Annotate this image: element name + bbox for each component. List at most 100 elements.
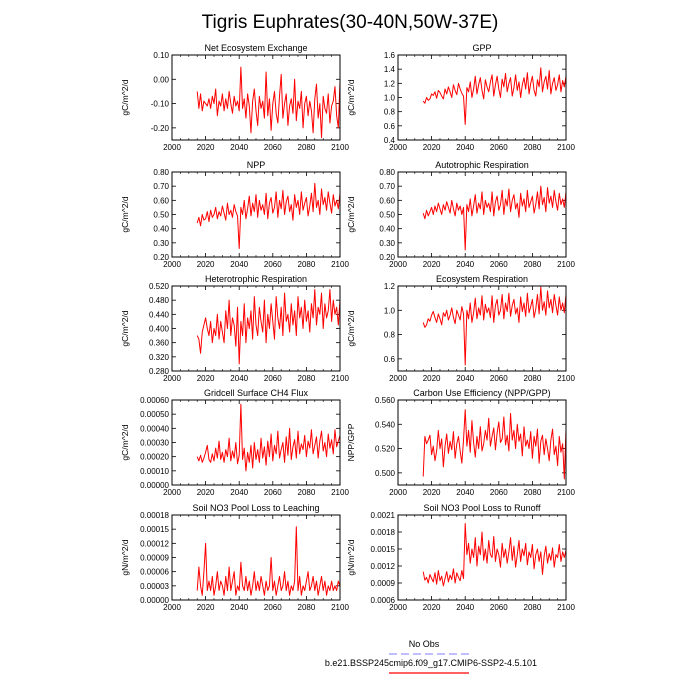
y-tick-label: 0.70: [153, 182, 169, 191]
figure-title: Tigris Euphrates(30-40N,50W-37E): [202, 12, 499, 33]
panel-title: Soil NO3 Pool Loss to Runoff: [424, 503, 541, 513]
panel-title: Autotrophic Respiration: [435, 160, 529, 170]
series-line: [196, 66, 341, 139]
x-tick-label: 2080: [524, 374, 542, 383]
x-tick-label: 2040: [456, 143, 474, 152]
y-tick-label: 0.400: [149, 325, 170, 334]
x-tick-label: 2000: [389, 143, 407, 152]
series-line: [422, 409, 567, 480]
panel-title: Gridcell Surface CH4 Flux: [204, 388, 309, 398]
y-tick-label: 0.00040: [140, 424, 169, 433]
panel-1: GPP gC/m^2/d 2000 2020 2040 2060 2080 2100 0.4 0.…: [346, 43, 575, 152]
y-tick-label: 0.520: [375, 445, 396, 454]
panel-title: Soil NO3 Pool Loss to Leaching: [192, 503, 319, 513]
y-tick-label: 0.00003: [140, 582, 169, 591]
x-tick-label: 2020: [197, 488, 215, 497]
series-line: [422, 185, 567, 251]
panel-title: Net Ecosystem Exchange: [204, 43, 307, 53]
y-axis-label: gC/m^2/d: [346, 196, 356, 232]
y-tick-label: 1.2: [384, 79, 396, 88]
y-tick-label: 0.540: [375, 420, 396, 429]
y-axis-label: gC/m^2/d: [120, 424, 130, 460]
y-tick-label: 1.0: [384, 306, 396, 315]
panel-title: Carbon Use Efficiency (NPP/GPP): [413, 388, 550, 398]
x-tick-label: 2060: [264, 603, 282, 612]
x-tick-label: 2080: [298, 374, 316, 383]
x-tick-label: 2020: [423, 260, 441, 269]
plot-frame: [171, 171, 341, 258]
x-tick-label: 2060: [490, 143, 508, 152]
y-tick-label: 0.0006: [371, 596, 396, 605]
panel-5: Ecosystem Respiration gC/m^2/d 2000 2020 204…: [346, 274, 575, 383]
x-tick-label: 2060: [264, 260, 282, 269]
x-tick-label: 2000: [389, 374, 407, 383]
y-tick-label: -0.20: [151, 124, 170, 133]
y-tick-label: 0.440: [149, 310, 170, 319]
y-tick-label: 0.80: [379, 168, 395, 177]
x-tick-label: 2000: [163, 603, 181, 612]
x-tick-label: 2080: [524, 603, 542, 612]
x-tick-label: 2060: [264, 374, 282, 383]
x-tick-label: 2000: [163, 374, 181, 383]
x-tick-label: 2020: [197, 374, 215, 383]
y-axis-label: gC/m^2/d: [346, 310, 356, 346]
y-tick-label: 0.30: [153, 239, 169, 248]
y-tick-label: 0.00030: [140, 439, 169, 448]
series-line: [196, 289, 341, 365]
y-tick-label: -0.10: [151, 100, 170, 109]
x-tick-label: 2080: [524, 488, 542, 497]
series-line: [196, 403, 341, 472]
y-tick-label: 0.00050: [140, 410, 169, 419]
y-tick-label: 0.00: [153, 75, 169, 84]
y-axis-label: gN/m^2/d: [346, 539, 356, 575]
y-tick-label: 0.480: [149, 296, 170, 305]
panel-4: Heterotrophic Respiration gC/m^2/d 2000 202…: [120, 274, 349, 383]
x-tick-label: 2080: [298, 260, 316, 269]
y-axis-label: gC/m^2/d: [120, 79, 130, 115]
x-tick-label: 2080: [524, 143, 542, 152]
y-tick-label: 0.4: [384, 136, 396, 145]
y-tick-label: 0.280: [149, 367, 170, 376]
y-tick-label: 0.70: [379, 182, 395, 191]
y-tick-label: 0.40: [379, 225, 395, 234]
panel-title: GPP: [472, 43, 491, 53]
plot-frame: [171, 285, 341, 372]
y-tick-label: 0.00015: [140, 525, 169, 534]
panel-7: Carbon Use Efficiency (NPP/GPP) NPP/GPP 20…: [346, 388, 575, 497]
x-tick-label: 2100: [331, 143, 349, 152]
y-tick-label: 0.30: [379, 239, 395, 248]
y-tick-label: 0.8: [384, 108, 396, 117]
y-axis-label: gN/m^2/d: [120, 539, 130, 575]
x-tick-label: 2060: [264, 488, 282, 497]
legend-obs-label: No Obs: [409, 639, 440, 649]
x-tick-label: 2020: [423, 374, 441, 383]
x-tick-label: 2040: [230, 143, 248, 152]
x-tick-label: 2020: [197, 603, 215, 612]
x-tick-label: 2060: [490, 488, 508, 497]
y-tick-label: 0.50: [153, 211, 169, 220]
x-tick-label: 2040: [456, 603, 474, 612]
x-tick-label: 2060: [490, 260, 508, 269]
x-tick-label: 2000: [163, 143, 181, 152]
x-tick-label: 2000: [163, 488, 181, 497]
plot-frame: [397, 171, 567, 258]
x-tick-label: 2080: [298, 488, 316, 497]
y-tick-label: 1.6: [384, 51, 396, 60]
x-tick-label: 2100: [331, 603, 349, 612]
panel-title: Ecosystem Respiration: [436, 274, 528, 284]
y-tick-label: 0.8: [384, 331, 396, 340]
x-tick-label: 2020: [423, 143, 441, 152]
plot-frame: [171, 54, 341, 141]
y-tick-label: 0.00012: [140, 539, 169, 548]
x-tick-label: 2040: [230, 260, 248, 269]
y-tick-label: 0.0021: [371, 511, 396, 520]
x-tick-label: 2060: [490, 374, 508, 383]
plot-frame: [397, 514, 567, 601]
legend: No Obs b.e21.BSSP245cmip6.f09_g17.CMIP6-…: [325, 639, 537, 674]
y-tick-label: 0.60: [153, 196, 169, 205]
y-tick-label: 0.0012: [371, 562, 396, 571]
x-tick-label: 2000: [163, 260, 181, 269]
y-axis-label: NPP/GPP: [346, 423, 356, 461]
x-tick-label: 2100: [331, 374, 349, 383]
